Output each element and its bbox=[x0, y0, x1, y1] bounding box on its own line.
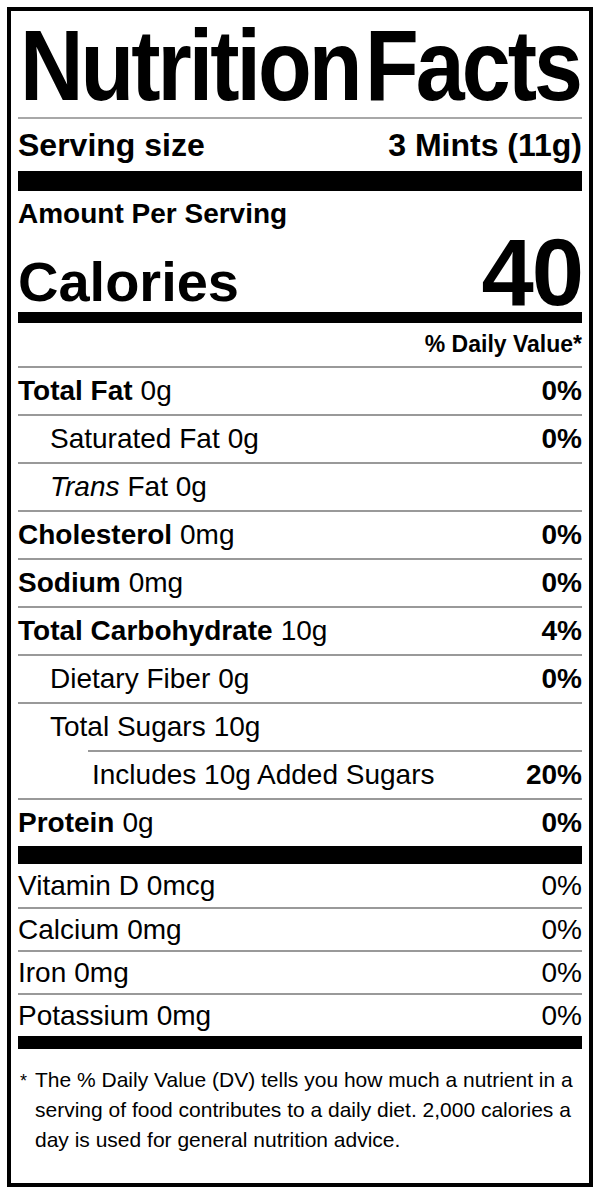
thick-divider-bar bbox=[18, 171, 582, 191]
nutrient-amount: 0g bbox=[218, 663, 249, 694]
nutrient-row-cholesterol: Cholesterol 0mg 0% bbox=[18, 510, 582, 558]
thick-divider-bar bbox=[18, 846, 582, 864]
label-title: Nutrition Facts bbox=[18, 0, 582, 117]
nutrition-facts-label: Nutrition Facts Serving size 3 Mints (11… bbox=[7, 7, 593, 1187]
calories-section: Amount Per Serving Calories 40 bbox=[18, 191, 582, 312]
nutrient-dv: 0% bbox=[542, 957, 582, 989]
nutrient-name: Vitamin D bbox=[18, 870, 139, 901]
nutrient-row-added-sugars: Includes 10g Added Sugars 20% bbox=[18, 752, 582, 798]
nutrient-row-total-fat: Total Fat 0g 0% bbox=[18, 366, 582, 414]
micronutrient-rows: Vitamin D 0mcg 0% Calcium 0mg 0% Iron 0mg 0… bbox=[18, 864, 582, 1036]
nutrient-row-trans-fat: Trans Fat 0g bbox=[18, 462, 582, 510]
micronutrient-row-calcium: Calcium 0mg 0% bbox=[18, 907, 582, 950]
nutrient-dv: 0% bbox=[542, 375, 582, 407]
nutrient-dv: 0% bbox=[542, 807, 582, 839]
nutrient-amount: 0g bbox=[122, 807, 153, 838]
nutrient-row-saturated-fat: Saturated Fat 0g 0% bbox=[18, 414, 582, 462]
nutrient-name: Cholesterol bbox=[18, 519, 172, 550]
micronutrient-row-vitamin-d: Vitamin D 0mcg 0% bbox=[18, 864, 582, 907]
nutrient-dv: 0% bbox=[542, 914, 582, 946]
nutrient-name: Protein bbox=[18, 807, 114, 838]
footnote-asterisk: * bbox=[20, 1066, 27, 1096]
nutrient-name: Iron bbox=[18, 957, 66, 988]
daily-value-header: % Daily Value* bbox=[18, 323, 582, 366]
nutrient-name: Total Fat bbox=[18, 375, 133, 406]
serving-size-value: 3 Mints (11g) bbox=[388, 127, 582, 164]
nutrient-dv: 20% bbox=[526, 759, 582, 791]
nutrient-amount: 0mg bbox=[180, 519, 234, 550]
nutrient-amount: 0mcg bbox=[147, 870, 215, 901]
nutrient-dv: 0% bbox=[542, 1000, 582, 1032]
nutrient-name: Total Carbohydrate bbox=[18, 615, 273, 646]
nutrient-dv: 0% bbox=[542, 423, 582, 455]
nutrient-name: Dietary Fiber bbox=[50, 663, 210, 694]
nutrient-dv: 0% bbox=[542, 663, 582, 695]
calories-label: Calories bbox=[18, 255, 239, 308]
footnote-text: The % Daily Value (DV) tells you how muc… bbox=[35, 1068, 573, 1151]
nutrient-amount: Fat 0g bbox=[128, 471, 207, 502]
nutrient-dv: 4% bbox=[542, 615, 582, 647]
nutrient-row-total-carbohydrate: Total Carbohydrate 10g 4% bbox=[18, 606, 582, 654]
nutrient-rows: Total Fat 0g 0% Saturated Fat 0g 0% Trans F… bbox=[18, 366, 582, 846]
nutrient-amount: 0g bbox=[141, 375, 172, 406]
serving-size-label: Serving size bbox=[18, 127, 205, 164]
nutrient-name: Calcium bbox=[18, 914, 119, 945]
serving-size-row: Serving size 3 Mints (11g) bbox=[18, 119, 582, 171]
calories-value: 40 bbox=[481, 237, 582, 308]
nutrient-amount: 0mg bbox=[74, 957, 128, 988]
nutrient-amount: 10g bbox=[214, 711, 261, 742]
micronutrient-row-iron: Iron 0mg 0% bbox=[18, 950, 582, 993]
title-word-nutrition: Nutrition bbox=[20, 20, 360, 112]
nutrient-dv: 0% bbox=[542, 567, 582, 599]
nutrient-dv: 0% bbox=[542, 519, 582, 551]
nutrient-name: Total Sugars bbox=[50, 711, 206, 742]
medium-divider-bar bbox=[18, 1036, 582, 1049]
nutrient-amount: 10g bbox=[281, 615, 328, 646]
title-word-facts: Facts bbox=[365, 20, 580, 112]
nutrient-row-sodium: Sodium 0mg 0% bbox=[18, 558, 582, 606]
nutrient-name: Includes 10g Added Sugars bbox=[92, 759, 434, 790]
nutrient-row-protein: Protein 0g 0% bbox=[18, 798, 582, 846]
nutrient-row-dietary-fiber: Dietary Fiber 0g 0% bbox=[18, 654, 582, 702]
footnote: * The % Daily Value (DV) tells you how m… bbox=[18, 1049, 582, 1155]
nutrient-name: Saturated Fat bbox=[50, 423, 220, 454]
nutrient-amount: 0mg bbox=[129, 567, 183, 598]
nutrient-amount: 0g bbox=[228, 423, 259, 454]
nutrient-name: Potassium bbox=[18, 1000, 149, 1031]
nutrient-amount: 0mg bbox=[127, 914, 181, 945]
nutrient-amount: 0mg bbox=[157, 1000, 211, 1031]
nutrient-name: Sodium bbox=[18, 567, 121, 598]
nutrient-dv: 0% bbox=[542, 870, 582, 902]
nutrient-name-italic: Trans bbox=[50, 471, 120, 502]
nutrient-row-total-sugars: Total Sugars 10g bbox=[18, 702, 582, 750]
micronutrient-row-potassium: Potassium 0mg 0% bbox=[18, 993, 582, 1036]
